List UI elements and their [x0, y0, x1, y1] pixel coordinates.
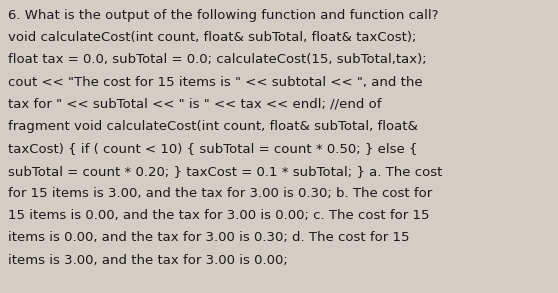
Text: float tax = 0.0, subTotal = 0.0; calculateCost(15, subTotal,tax);: float tax = 0.0, subTotal = 0.0; calcula… [8, 53, 427, 66]
Text: 15 items is 0.00, and the tax for 3.00 is 0.00; c. The cost for 15: 15 items is 0.00, and the tax for 3.00 i… [8, 209, 430, 222]
Text: taxCost) { if ( count < 10) { subTotal = count * 0.50; } else {: taxCost) { if ( count < 10) { subTotal =… [8, 142, 418, 155]
Text: tax for " << subTotal << " is " << tax << endl; //end of: tax for " << subTotal << " is " << tax <… [8, 98, 382, 111]
Text: void calculateCost(int count, float& subTotal, float& taxCost);: void calculateCost(int count, float& sub… [8, 31, 417, 44]
Text: subTotal = count * 0.20; } taxCost = 0.1 * subTotal; } a. The cost: subTotal = count * 0.20; } taxCost = 0.1… [8, 165, 442, 178]
Text: items is 3.00, and the tax for 3.00 is 0.00;: items is 3.00, and the tax for 3.00 is 0… [8, 254, 288, 267]
Text: 6. What is the output of the following function and function call?: 6. What is the output of the following f… [8, 9, 439, 22]
Text: items is 0.00, and the tax for 3.00 is 0.30; d. The cost for 15: items is 0.00, and the tax for 3.00 is 0… [8, 231, 410, 244]
Text: fragment void calculateCost(int count, float& subTotal, float&: fragment void calculateCost(int count, f… [8, 120, 418, 133]
Text: for 15 items is 3.00, and the tax for 3.00 is 0.30; b. The cost for: for 15 items is 3.00, and the tax for 3.… [8, 187, 432, 200]
Text: cout << "The cost for 15 items is " << subtotal << ", and the: cout << "The cost for 15 items is " << s… [8, 76, 423, 88]
